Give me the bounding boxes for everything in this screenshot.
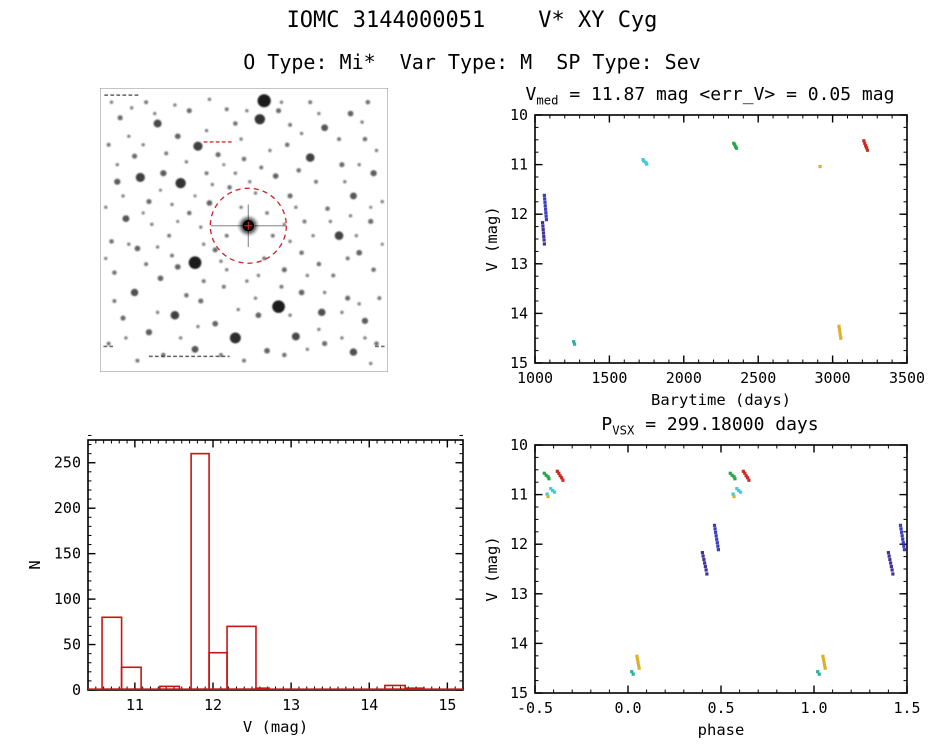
- phase-plot: -0.5 0.0 0.5 1.0 1.5 10 11 12 13 14 15 phase V (mag): [483, 436, 921, 739]
- segment-cyan: [545, 487, 743, 496]
- svg-text:3500: 3500: [889, 369, 925, 387]
- svg-text:12: 12: [204, 696, 222, 714]
- svg-text:phase: phase: [698, 721, 745, 739]
- svg-text:12: 12: [510, 535, 528, 553]
- segment-teal: [572, 340, 577, 346]
- svg-text:1.0: 1.0: [800, 699, 827, 717]
- segment-yellow: [818, 164, 843, 340]
- svg-text:Barytime (days): Barytime (days): [651, 391, 791, 409]
- svg-text:15: 15: [438, 696, 456, 714]
- svg-text:150: 150: [54, 545, 81, 563]
- segment-purple: [540, 221, 546, 246]
- histogram-bar: [404, 687, 425, 691]
- segment-green: [732, 141, 739, 150]
- histogram-bars: [88, 452, 463, 691]
- svg-text:14: 14: [360, 696, 378, 714]
- histogram-bar: [226, 625, 257, 690]
- svg-text:V (mag): V (mag): [243, 718, 308, 736]
- histogram-bar: [208, 651, 228, 691]
- finding-chart-image: [100, 88, 388, 372]
- svg-text:11: 11: [510, 486, 528, 504]
- svg-text:11: 11: [126, 696, 144, 714]
- svg-text:1000: 1000: [517, 369, 553, 387]
- svg-text:13: 13: [510, 585, 528, 603]
- svg-text:10: 10: [510, 436, 528, 454]
- page-subtitle: O Type: Mi* Var Type: M SP Type: Sev: [243, 50, 701, 74]
- svg-text:14: 14: [510, 304, 528, 322]
- segment-red: [555, 469, 751, 482]
- svg-text:V (mag): V (mag): [483, 206, 501, 271]
- svg-text:1.5: 1.5: [893, 699, 920, 717]
- svg-text:50: 50: [63, 636, 81, 654]
- svg-text:N: N: [26, 560, 44, 569]
- segment-red: [862, 139, 870, 152]
- svg-text:15: 15: [510, 354, 528, 372]
- segment-yellow: [546, 494, 827, 670]
- histogram-bar: [101, 616, 123, 690]
- star-field: [104, 94, 384, 366]
- svg-text:0.5: 0.5: [707, 699, 734, 717]
- svg-text:10: 10: [510, 106, 528, 124]
- segment-cyan: [641, 158, 649, 166]
- histogram-bar: [190, 452, 210, 690]
- svg-text:100: 100: [54, 590, 81, 608]
- svg-text:14: 14: [510, 634, 528, 652]
- lightcurve-plot: 1000 1500 2000 2500 3000 3500 10 11 12 13 14 15 Bary…: [483, 106, 925, 409]
- segment-blue: [712, 523, 906, 552]
- target-cross-icon: [244, 221, 253, 230]
- svg-text:2500: 2500: [740, 369, 776, 387]
- svg-text:13: 13: [510, 255, 528, 273]
- svg-text:0: 0: [72, 681, 81, 699]
- svg-text:13: 13: [282, 696, 300, 714]
- svg-text:-0.5: -0.5: [517, 699, 553, 717]
- svg-text:12: 12: [510, 205, 528, 223]
- histogram-bar: [384, 684, 406, 691]
- segment-green: [542, 471, 737, 481]
- svg-text:1500: 1500: [591, 369, 627, 387]
- segment-teal: [630, 670, 821, 676]
- svg-text:0.0: 0.0: [614, 699, 641, 717]
- svg-text:200: 200: [54, 499, 81, 517]
- histogram-bar: [120, 666, 142, 691]
- page-title: IOMC 3144000051 V* XY Cyg: [286, 8, 658, 33]
- svg-text:11: 11: [510, 156, 528, 174]
- segment-purple: [700, 551, 895, 576]
- svg-text:2000: 2000: [666, 369, 702, 387]
- segment-blue: [542, 193, 549, 222]
- histogram-bar: [255, 687, 271, 691]
- histogram-bar: [159, 685, 181, 691]
- svg-text:15: 15: [510, 684, 528, 702]
- svg-text:3000: 3000: [815, 369, 851, 387]
- svg-text:250: 250: [54, 454, 81, 472]
- svg-text:V (mag): V (mag): [483, 536, 501, 601]
